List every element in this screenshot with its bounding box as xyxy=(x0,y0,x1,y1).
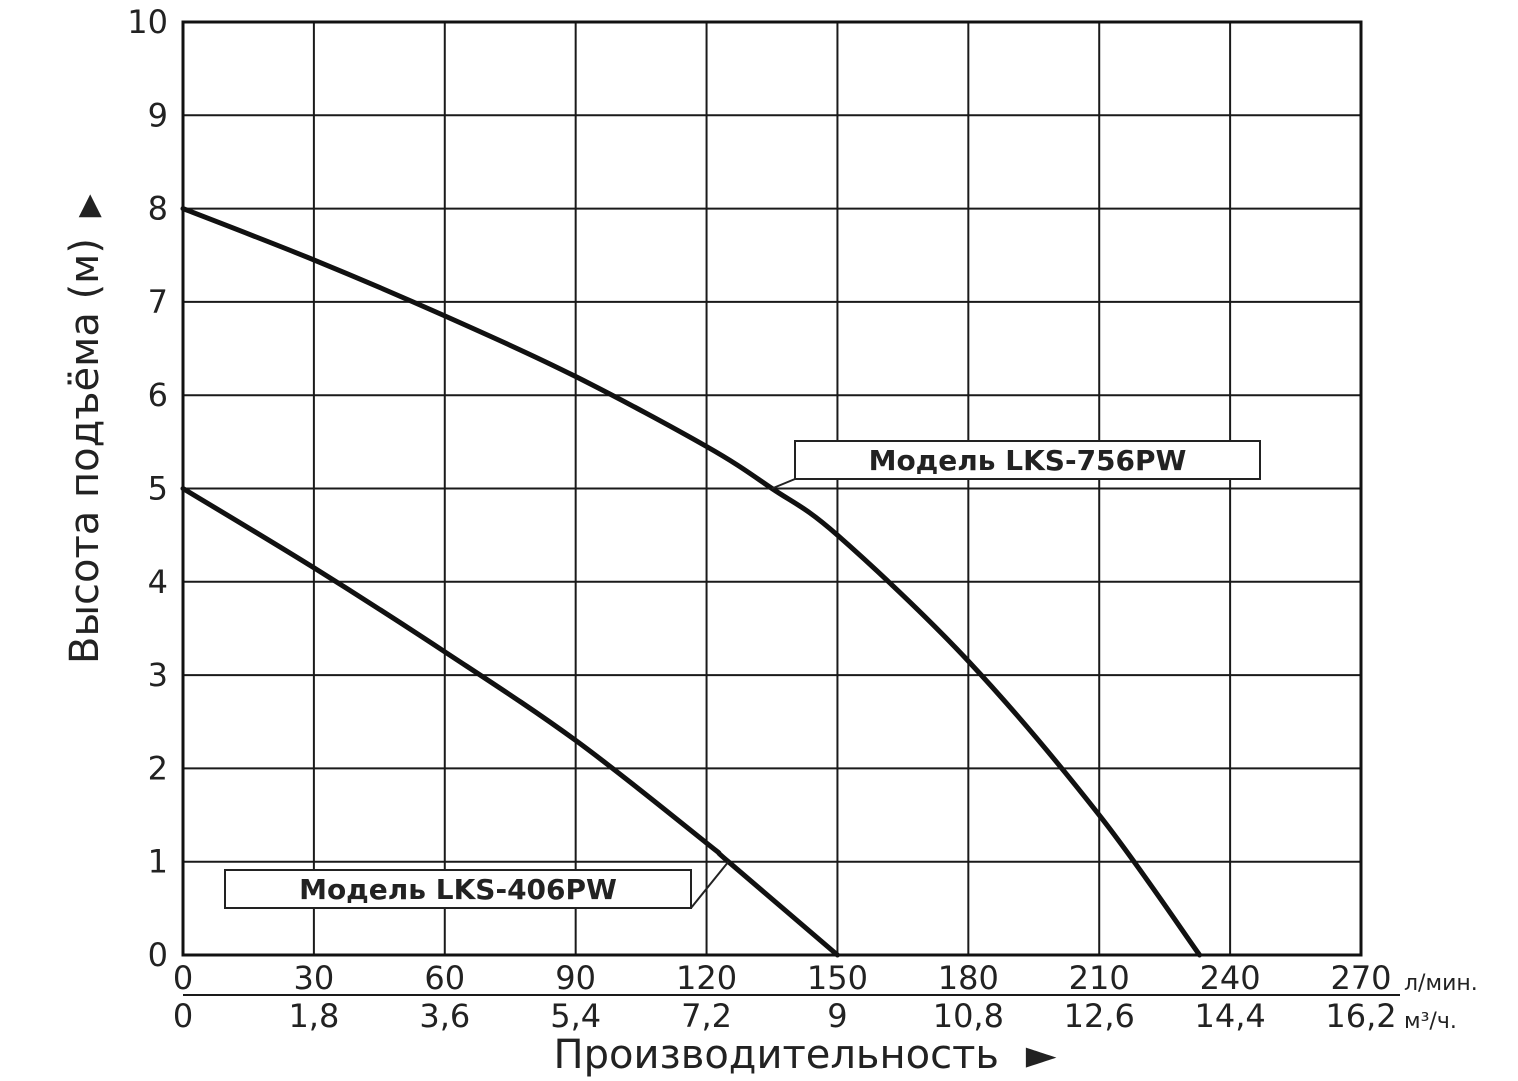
x-tick-label-primary: 180 xyxy=(938,959,999,997)
series-line-lks-406pw xyxy=(180,486,840,958)
x-tick-label-primary: 120 xyxy=(676,959,737,997)
y-axis-title-text: Высота подъёма (м) xyxy=(62,238,108,664)
y-tick-label: 4 xyxy=(148,563,168,601)
y-tick-label: 10 xyxy=(127,3,168,41)
callout-label: Модель LKS-406PW xyxy=(299,873,617,906)
y-tick-label: 6 xyxy=(148,376,168,414)
y-axis-arrow: ▶ xyxy=(71,194,106,217)
x-tick-label-primary: 30 xyxy=(294,959,335,997)
x-tick-label-secondary: 12,6 xyxy=(1064,997,1135,1035)
x-tick-label-secondary: 14,4 xyxy=(1194,997,1265,1035)
callout-leader-line xyxy=(771,478,796,490)
curves xyxy=(180,206,1203,958)
y-tick-label: 3 xyxy=(148,656,168,694)
x-tick-label-secondary: 7,2 xyxy=(681,997,732,1035)
x-tick-label-secondary: 10,8 xyxy=(933,997,1004,1035)
grid xyxy=(181,20,1400,996)
x-tick-label-secondary: 5,4 xyxy=(550,997,601,1035)
series-callout: Модель LKS-406PW xyxy=(224,861,730,909)
x-axis-ticks: 0 30 60 90 120 150 180 210 240 270 0 1,8 3,6 5,4 7,2 9 1… xyxy=(173,959,1397,1035)
y-tick-label: 7 xyxy=(148,283,168,321)
x-axis-title: Производительность ► xyxy=(554,1032,1057,1078)
x-secondary-unit: м³/ч. xyxy=(1404,1009,1457,1034)
x-tick-label-primary: 240 xyxy=(1200,959,1261,997)
callout-leader-line xyxy=(690,861,730,909)
y-tick-label: 1 xyxy=(148,843,168,881)
callouts: Модель LKS-756PW Модель LKS-406PW xyxy=(224,440,1261,909)
x-tick-label-primary: 150 xyxy=(807,959,868,997)
y-tick-label: 9 xyxy=(148,96,168,134)
series-callout: Модель LKS-756PW xyxy=(771,440,1261,490)
y-tick-label: 5 xyxy=(148,470,168,508)
x-tick-label-primary: 210 xyxy=(1069,959,1130,997)
y-tick-label: 8 xyxy=(148,190,168,228)
callout-label: Модель LKS-756PW xyxy=(869,444,1187,477)
callout-box xyxy=(224,869,692,909)
x-primary-unit: л/мин. xyxy=(1404,971,1478,996)
x-axis-title-text: Производительность xyxy=(554,1032,999,1078)
x-tick-label-secondary: 16,2 xyxy=(1325,997,1396,1035)
x-tick-label-primary: 0 xyxy=(173,959,193,997)
x-tick-label-secondary: 0 xyxy=(173,997,193,1035)
x-tick-label-primary: 60 xyxy=(424,959,465,997)
y-axis-ticks: 0 1 2 3 4 5 6 7 8 9 10 xyxy=(127,3,168,974)
x-tick-label-secondary: 3,6 xyxy=(419,997,470,1035)
callout-box xyxy=(794,440,1261,480)
x-tick-label-primary: 90 xyxy=(555,959,596,997)
y-tick-label: 2 xyxy=(148,749,168,787)
x-tick-label-primary: 270 xyxy=(1330,959,1391,997)
y-tick-label: 0 xyxy=(148,936,168,974)
y-axis-title: Высота подъёма (м) ▶ xyxy=(62,194,108,664)
series-line-lks-756pw xyxy=(180,206,1203,958)
x-tick-label-secondary: 9 xyxy=(827,997,847,1035)
x-axis-arrow: ► xyxy=(1026,1032,1057,1078)
x-tick-label-secondary: 1,8 xyxy=(288,997,339,1035)
